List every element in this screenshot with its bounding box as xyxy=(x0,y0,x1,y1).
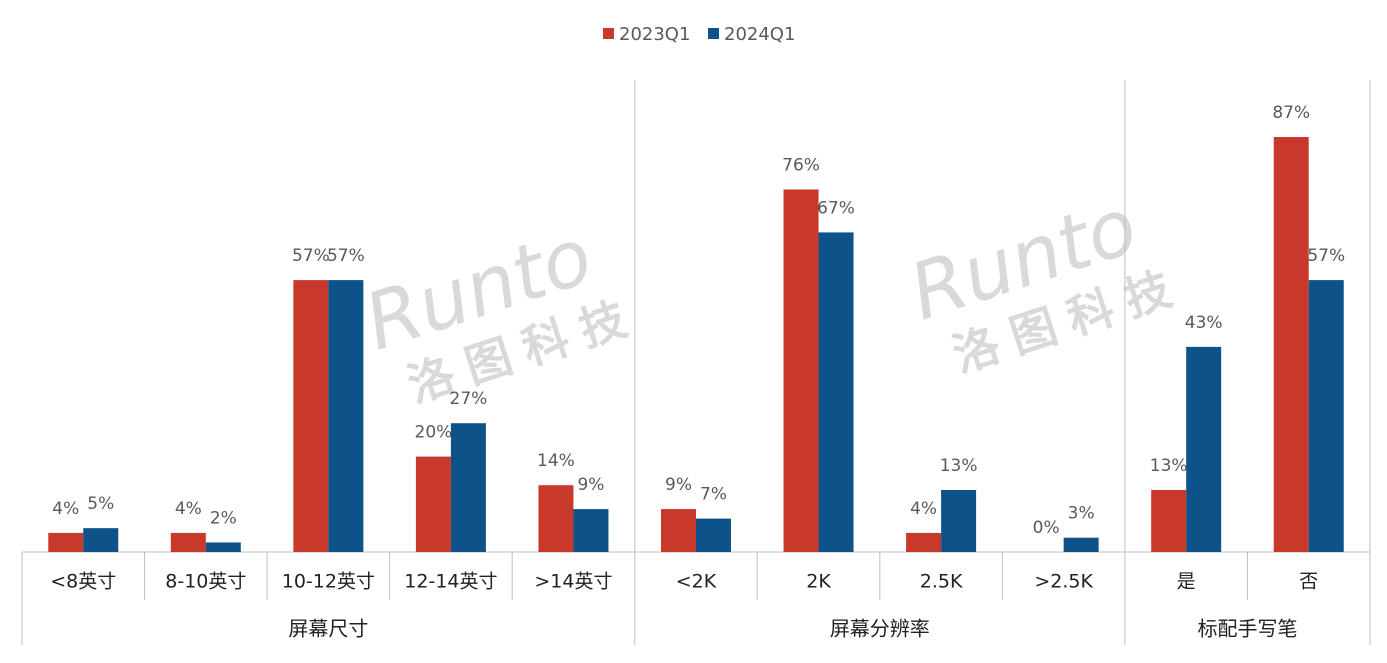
bar xyxy=(783,189,819,553)
x-tick-label: 2K xyxy=(806,571,831,593)
bar xyxy=(415,456,451,552)
value-label: 0% xyxy=(1033,518,1060,538)
bar xyxy=(573,509,609,552)
x-tick-label: 2.5K xyxy=(920,571,963,593)
group-label: 屏幕分辨率 xyxy=(830,617,930,641)
value-label: 7% xyxy=(700,485,727,505)
value-label: 87% xyxy=(1272,103,1310,123)
value-label: 57% xyxy=(327,246,365,266)
bar xyxy=(906,532,942,552)
bar xyxy=(205,542,241,552)
x-tick-label: 12-14英寸 xyxy=(404,571,497,593)
bar xyxy=(538,485,574,552)
bar xyxy=(48,532,84,552)
value-label: 4% xyxy=(910,499,937,519)
group-label: 标配手写笔 xyxy=(1197,617,1297,641)
x-tick-label: 8-10英寸 xyxy=(165,571,246,593)
value-label: 4% xyxy=(175,499,202,519)
value-label: 13% xyxy=(1150,456,1188,476)
value-label: 13% xyxy=(940,456,978,476)
group-label: 屏幕尺寸 xyxy=(288,617,368,641)
bar xyxy=(1151,489,1187,552)
value-label: 27% xyxy=(450,389,488,409)
bar xyxy=(83,528,119,552)
bar xyxy=(941,489,977,552)
value-label: 57% xyxy=(1307,246,1345,266)
x-tick-label: 是 xyxy=(1177,571,1196,593)
value-label: 20% xyxy=(415,423,453,443)
x-tick-label: <8英寸 xyxy=(50,571,116,593)
bar xyxy=(1308,280,1344,552)
bar xyxy=(293,280,329,552)
bar xyxy=(1273,137,1309,552)
x-tick-label: <2K xyxy=(676,571,717,593)
bar xyxy=(450,423,486,552)
value-label: 4% xyxy=(52,499,79,519)
legend-label: 2024Q1 xyxy=(724,24,795,45)
bar xyxy=(170,532,206,552)
value-label: 76% xyxy=(782,155,820,175)
value-label: 9% xyxy=(665,475,692,495)
value-label: 57% xyxy=(292,246,330,266)
x-tick-label: >2.5K xyxy=(1034,571,1093,593)
bar xyxy=(661,509,696,552)
bar xyxy=(1063,537,1099,552)
x-tick-label: 否 xyxy=(1299,571,1318,593)
legend-label: 2023Q1 xyxy=(619,24,690,45)
value-label: 43% xyxy=(1185,313,1223,333)
value-label: 14% xyxy=(537,451,575,471)
value-label: 67% xyxy=(817,198,855,218)
value-label: 3% xyxy=(1068,504,1095,524)
value-label: 2% xyxy=(210,508,237,528)
bar xyxy=(1186,346,1222,552)
legend-swatch xyxy=(603,28,614,39)
x-tick-label: >14英寸 xyxy=(534,571,612,593)
value-label: 9% xyxy=(577,475,604,495)
bar xyxy=(328,280,364,552)
value-label: 5% xyxy=(87,494,114,514)
legend-swatch xyxy=(708,28,719,39)
x-tick-label: 10-12英寸 xyxy=(282,571,375,593)
bar xyxy=(818,232,854,552)
bar xyxy=(696,518,731,552)
